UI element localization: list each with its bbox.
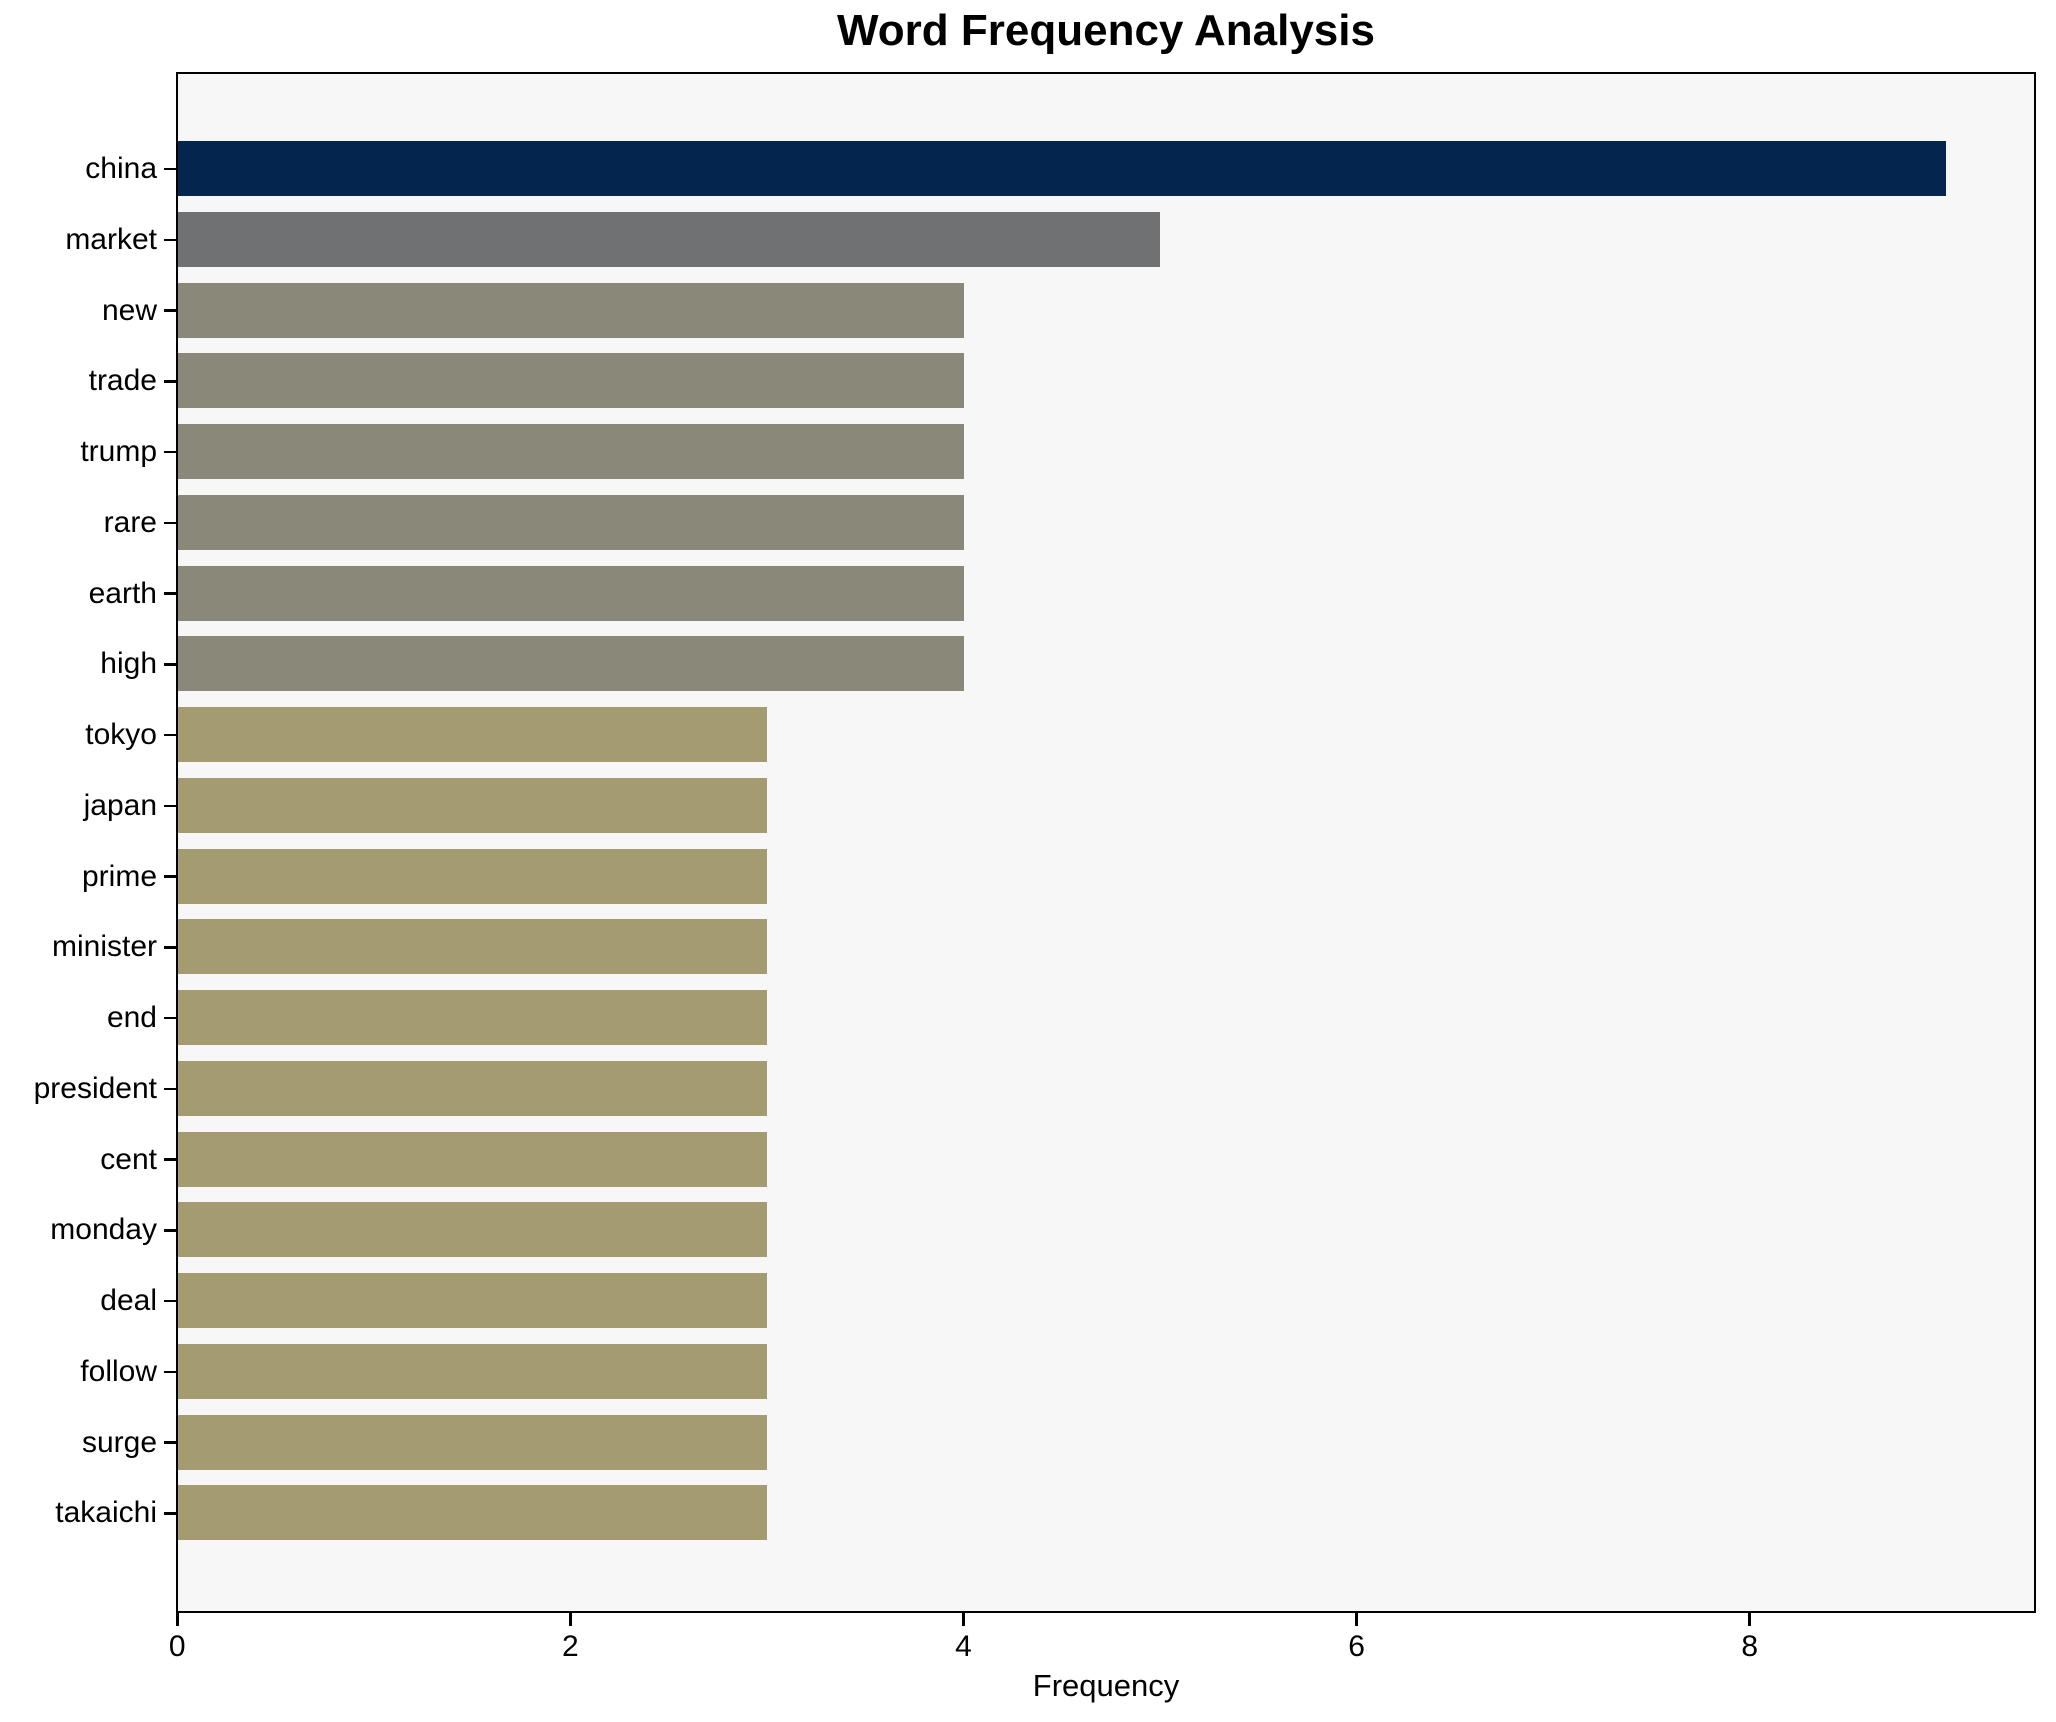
bar-trade	[178, 353, 964, 409]
y-axis-label: china	[85, 152, 157, 186]
y-tick-mark	[164, 1229, 176, 1232]
y-tick-mark	[164, 733, 176, 737]
x-tick-mark	[1748, 1613, 1751, 1626]
y-tick-mark	[164, 521, 176, 525]
x-tick-mark	[176, 1613, 179, 1626]
bar-earth	[178, 565, 964, 621]
y-axis-label: president	[33, 1071, 157, 1105]
bar-end	[178, 990, 768, 1046]
y-tick-mark	[164, 380, 176, 383]
y-axis-label: new	[101, 293, 157, 327]
bar-high	[178, 636, 964, 692]
bar-market	[178, 211, 1160, 267]
x-tick-label: 2	[562, 1630, 579, 1663]
plot-area	[176, 72, 2036, 1613]
bar-president	[178, 1060, 768, 1116]
y-tick-mark	[164, 1158, 176, 1161]
y-tick-mark	[164, 1016, 176, 1020]
y-tick-mark	[164, 1512, 176, 1515]
bar-minister	[178, 919, 768, 975]
y-tick-mark	[164, 592, 176, 595]
bar-japan	[178, 777, 768, 833]
chart-title: Word Frequency Analysis	[837, 6, 1375, 55]
bar-prime	[178, 848, 768, 904]
x-tick-mark	[962, 1613, 965, 1626]
bar-trump	[178, 424, 964, 480]
y-tick-mark	[164, 309, 176, 312]
y-axis-label: surge	[81, 1425, 157, 1459]
bar-cent	[178, 1131, 768, 1187]
x-tick-mark	[569, 1613, 572, 1626]
y-tick-mark	[164, 1299, 176, 1303]
y-axis-label: deal	[100, 1284, 157, 1318]
y-axis-label: trump	[80, 435, 157, 469]
x-tick-label: 0	[168, 1630, 186, 1663]
y-tick-mark	[164, 1087, 176, 1091]
y-axis-label: trade	[88, 364, 157, 398]
bar-deal	[178, 1273, 768, 1329]
y-tick-mark	[164, 804, 176, 808]
y-axis-label: cent	[100, 1142, 157, 1176]
bar-monday	[178, 1202, 768, 1258]
y-tick-mark	[164, 663, 176, 666]
y-tick-mark	[164, 1441, 176, 1444]
bar-new	[178, 282, 964, 338]
x-tick-label: 8	[1741, 1630, 1759, 1663]
y-tick-mark	[164, 167, 176, 171]
y-axis-label: monday	[50, 1213, 157, 1247]
x-tick-mark	[1355, 1613, 1358, 1626]
y-axis-label: follow	[80, 1354, 157, 1388]
x-tick-label: 6	[1348, 1630, 1365, 1663]
y-axis-label: tokyo	[85, 718, 157, 752]
bar-surge	[178, 1414, 768, 1470]
y-axis-label: high	[100, 647, 157, 681]
y-axis-label: rare	[103, 505, 157, 539]
y-axis-label: earth	[88, 576, 157, 610]
bar-tokyo	[178, 707, 768, 763]
bar-china	[178, 141, 1946, 197]
y-axis-label: end	[106, 1001, 157, 1035]
y-axis-label: prime	[81, 859, 157, 893]
x-axis-title: Frequency	[1032, 1668, 1180, 1703]
y-axis-label: takaichi	[55, 1496, 157, 1530]
bar-rare	[178, 494, 964, 550]
y-tick-mark	[164, 875, 176, 878]
x-tick-label: 4	[955, 1630, 972, 1663]
bar-follow	[178, 1343, 768, 1399]
y-tick-mark	[164, 1370, 176, 1374]
y-tick-mark	[164, 238, 176, 242]
bar-takaichi	[178, 1485, 768, 1541]
y-axis-label: japan	[83, 788, 157, 822]
y-axis-label: market	[65, 222, 157, 256]
y-tick-mark	[164, 450, 176, 454]
y-tick-mark	[164, 946, 176, 949]
y-axis-label: minister	[51, 930, 157, 964]
